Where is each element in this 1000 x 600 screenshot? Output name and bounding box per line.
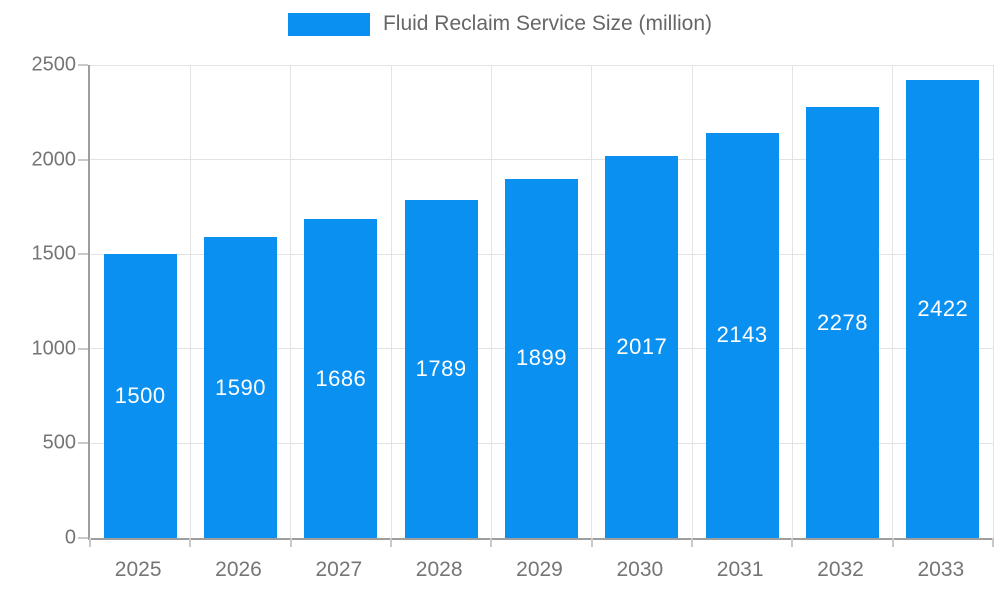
- v-gridline: [791, 65, 793, 538]
- y-tick-label: 2500: [31, 53, 77, 76]
- h-gridline: [90, 64, 993, 66]
- v-gridline: [390, 65, 392, 538]
- bar-value-label: 1686: [315, 365, 367, 391]
- bar[interactable]: 2017: [605, 156, 679, 538]
- y-tick: [78, 347, 88, 350]
- x-tick: [189, 538, 192, 547]
- v-gridline: [490, 65, 492, 538]
- bar-value-label: 1789: [415, 355, 467, 381]
- y-tick: [78, 537, 88, 539]
- x-tick: [791, 538, 794, 547]
- bar-value-label: 2278: [817, 309, 868, 335]
- x-tick: [390, 538, 392, 547]
- legend-label: Fluid Reclaim Service Size (million): [382, 12, 713, 35]
- x-tick-label: 2029: [516, 558, 563, 581]
- bar-value-label: 1590: [215, 374, 266, 400]
- y-tick: [78, 158, 88, 161]
- x-tick: [490, 538, 493, 547]
- x-tick: [89, 538, 91, 547]
- bar[interactable]: 1686: [304, 219, 378, 538]
- bar-value-label: 1500: [114, 383, 166, 409]
- v-gridline: [591, 65, 593, 538]
- bar-value-label: 2017: [616, 334, 668, 360]
- v-gridline: [189, 65, 191, 538]
- plot-area: 1500 1590 1686 1789 1899 2017 2143 2278 2422: [78, 64, 994, 547]
- y-tick-label: 1000: [31, 337, 77, 360]
- y-tick: [78, 253, 88, 256]
- bar[interactable]: 1500: [103, 254, 177, 538]
- y-tick: [78, 64, 88, 66]
- v-gridline: [290, 65, 292, 538]
- bar-value-label: 1899: [516, 345, 567, 371]
- x-tick: [691, 538, 693, 547]
- bar[interactable]: 2143: [705, 132, 779, 538]
- bar[interactable]: 2422: [906, 79, 980, 538]
- x-tick-label: 2027: [315, 558, 363, 581]
- x-tick-label: 2033: [917, 558, 965, 581]
- bar[interactable]: 1789: [404, 199, 478, 538]
- x-tick: [289, 538, 292, 547]
- y-tick-label: 2000: [31, 148, 77, 171]
- y-tick-label: 1500: [31, 242, 77, 265]
- bar[interactable]: 1590: [204, 237, 277, 538]
- bar[interactable]: 2278: [806, 107, 879, 538]
- x-tick-label: 2026: [215, 558, 262, 581]
- x-tick: [590, 538, 593, 547]
- y-tick-label: 500: [42, 431, 76, 454]
- bar[interactable]: 1899: [505, 178, 578, 538]
- v-gridline: [691, 65, 693, 538]
- x-tick-label: 2030: [616, 558, 664, 581]
- x-tick: [992, 538, 994, 547]
- h-gridline: [90, 159, 993, 161]
- v-gridline: [892, 65, 894, 538]
- x-tick-label: 2025: [114, 558, 162, 581]
- x-tick-label: 2028: [415, 558, 463, 581]
- y-tick-label: 0: [64, 526, 76, 549]
- y-axis-labels: 0 500 1000 1500 2000 2500: [0, 54, 77, 549]
- legend-item[interactable]: Fluid Reclaim Service Size (million): [0, 12, 1000, 36]
- bar-value-label: 2422: [917, 295, 969, 321]
- v-gridline: [992, 65, 994, 538]
- x-tick-label: 2032: [817, 558, 864, 581]
- x-tick-label: 2031: [716, 558, 764, 581]
- legend-swatch: [287, 12, 370, 36]
- x-axis-labels: 2025 2026 2027 2028 2029 2030 2031 2032 2033: [88, 552, 993, 586]
- bar-value-label: 2143: [716, 322, 768, 348]
- x-tick: [891, 538, 894, 547]
- y-tick: [78, 442, 88, 445]
